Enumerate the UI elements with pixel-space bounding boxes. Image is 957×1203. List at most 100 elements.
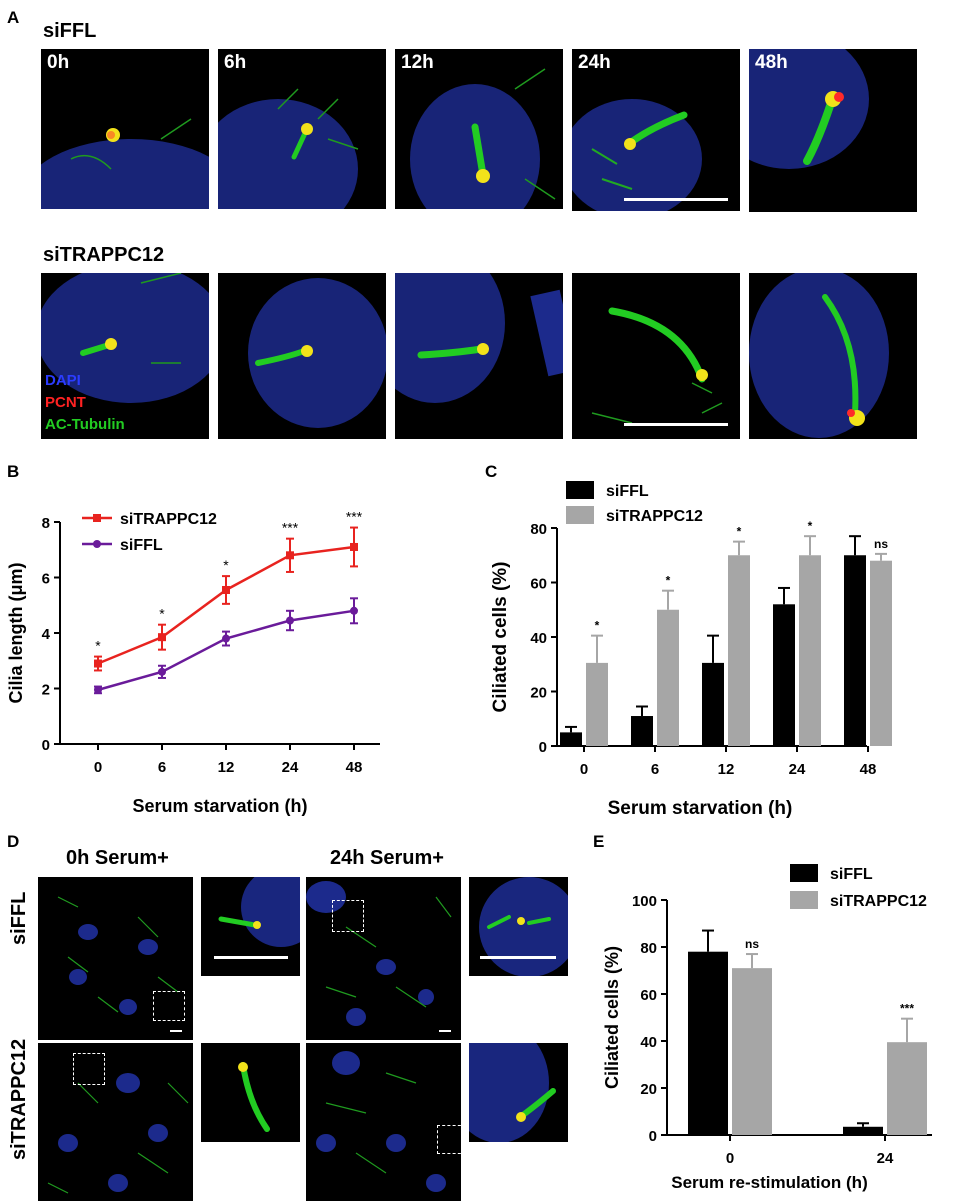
significance-mark: *: [223, 557, 229, 573]
legend-label: siFFL: [830, 866, 873, 883]
micrograph-sitrappc12-0h: DAPI PCNT AC-Tubulin: [41, 273, 209, 439]
data-point: [94, 659, 102, 668]
significance-mark: ***: [900, 1002, 914, 1016]
micrograph-siffl-48h: 48h: [749, 49, 917, 212]
data-point: [286, 551, 294, 560]
col-title-0h-serum: 0h Serum+: [66, 847, 169, 869]
micrograph-siffl-0h: 0h: [41, 49, 209, 209]
x-tick-label: 48: [346, 759, 363, 776]
inset-d-sitrappc12-24h: [469, 1043, 568, 1142]
y-tick-label: 40: [530, 630, 547, 647]
y-tick-label: 8: [42, 515, 50, 532]
micrograph-siffl-6h: 6h: [218, 49, 386, 209]
time-label-12h: 12h: [401, 52, 434, 73]
y-tick-label: 20: [530, 685, 547, 702]
x-tick-label: 12: [718, 761, 735, 778]
inset-d-siffl-0h: [201, 877, 300, 976]
scale-bar: [214, 956, 288, 959]
x-axis-label: Serum starvation (h): [132, 796, 307, 816]
data-point: [94, 685, 102, 694]
data-point: [158, 667, 166, 676]
x-tick-label: 48: [860, 761, 877, 778]
y-tick-label: 100: [632, 893, 657, 910]
significance-mark: *: [595, 619, 600, 633]
y-tick-label: 6: [42, 571, 50, 588]
inset-d-siffl-24h: [469, 877, 568, 976]
micrograph-siffl-12h: 12h: [395, 49, 563, 209]
chart-c-ciliated-cells: 0 20 40 60 80 0 6 12 24 48 Serum starvation (h) Cil…: [490, 481, 892, 819]
legend-marker: [93, 540, 101, 548]
inset-d-sitrappc12-0h: [201, 1043, 300, 1142]
x-tick-label: 0: [94, 759, 102, 776]
significance-mark: *: [159, 606, 165, 622]
time-label-48h: 48h: [755, 52, 788, 73]
micrograph-siffl-24h: 24h: [572, 49, 740, 211]
legend-swatch: [566, 506, 594, 524]
row-title-siffl: siFFL: [43, 20, 97, 42]
row-title-sitrappc12: siTRAPPC12: [43, 244, 165, 266]
significance-mark: *: [737, 525, 742, 539]
time-label-0h: 0h: [47, 52, 70, 73]
inset-box: [153, 991, 185, 1021]
y-tick-label: 80: [640, 940, 657, 957]
panel-letter-b: B: [7, 462, 20, 481]
scale-bar: [624, 198, 728, 201]
panel-letter-c: C: [485, 462, 498, 481]
significance-mark: *: [808, 519, 813, 533]
chart-e-ciliated-restim: 0 20 40 60 80 100 0 24 Serum re-stimulation (h) C…: [602, 864, 932, 1192]
scale-bar: [624, 423, 728, 426]
x-tick-label: 0: [726, 1150, 734, 1167]
legend-swatch: [566, 481, 594, 499]
micrograph-sitrappc12-48h: [749, 273, 917, 439]
data-point: [158, 633, 166, 642]
inset-box: [437, 1125, 461, 1154]
series-line-siffl: [97, 609, 355, 692]
bar: [728, 555, 750, 746]
bar: [732, 968, 772, 1135]
panel-letter-d: D: [7, 832, 20, 851]
time-label-24h: 24h: [578, 52, 611, 73]
y-tick-label: 4: [42, 626, 51, 643]
x-tick-label: 12: [218, 759, 235, 776]
bar: [870, 560, 892, 746]
row-label-sitrappc12: siTRAPPC12: [8, 1038, 30, 1160]
micrograph-d-sitrappc12-0h: [38, 1043, 193, 1201]
inset-box: [332, 900, 364, 932]
x-axis-label: Serum re-stimulation (h): [671, 1173, 867, 1192]
micrograph-d-siffl-0h: [38, 877, 193, 1040]
bar: [657, 609, 679, 746]
bar: [844, 555, 866, 746]
micrograph-sitrappc12-24h: [572, 273, 740, 439]
scale-bar: [439, 1030, 451, 1032]
x-tick-label: 6: [158, 759, 166, 776]
x-tick-label: 6: [651, 761, 659, 778]
y-axis-label: Ciliated cells (%): [490, 562, 511, 713]
x-axis-label: Serum starvation (h): [608, 798, 793, 819]
scale-bar: [170, 1030, 182, 1032]
stain-label-ac-tubulin: AC-Tubulin: [45, 416, 125, 433]
legend-label: siTRAPPC12: [120, 511, 217, 528]
legend-label: siTRAPPC12: [830, 893, 927, 910]
significance-mark: ns: [745, 937, 759, 951]
bar: [702, 662, 724, 746]
legend-label: siFFL: [120, 537, 163, 554]
col-title-24h-serum: 24h Serum+: [330, 847, 444, 869]
x-tick-label: 24: [282, 759, 299, 776]
panel-letter-a: A: [7, 8, 20, 27]
y-tick-label: 0: [649, 1128, 657, 1145]
bar: [887, 1042, 927, 1135]
y-tick-label: 2: [42, 682, 50, 699]
y-tick-label: 40: [640, 1034, 657, 1051]
y-tick-label: 80: [530, 521, 547, 538]
micrograph-sitrappc12-12h: [395, 273, 563, 439]
micrograph-d-sitrappc12-24h: [306, 1043, 461, 1201]
bar: [773, 604, 795, 746]
stain-label-pcnt: PCNT: [45, 394, 86, 411]
inset-box: [73, 1053, 105, 1085]
y-axis-label: Ciliated cells (%): [602, 946, 622, 1089]
legend-marker: [93, 514, 101, 522]
bar: [688, 951, 728, 1135]
time-label-6h: 6h: [224, 52, 247, 73]
data-point: [222, 634, 230, 643]
